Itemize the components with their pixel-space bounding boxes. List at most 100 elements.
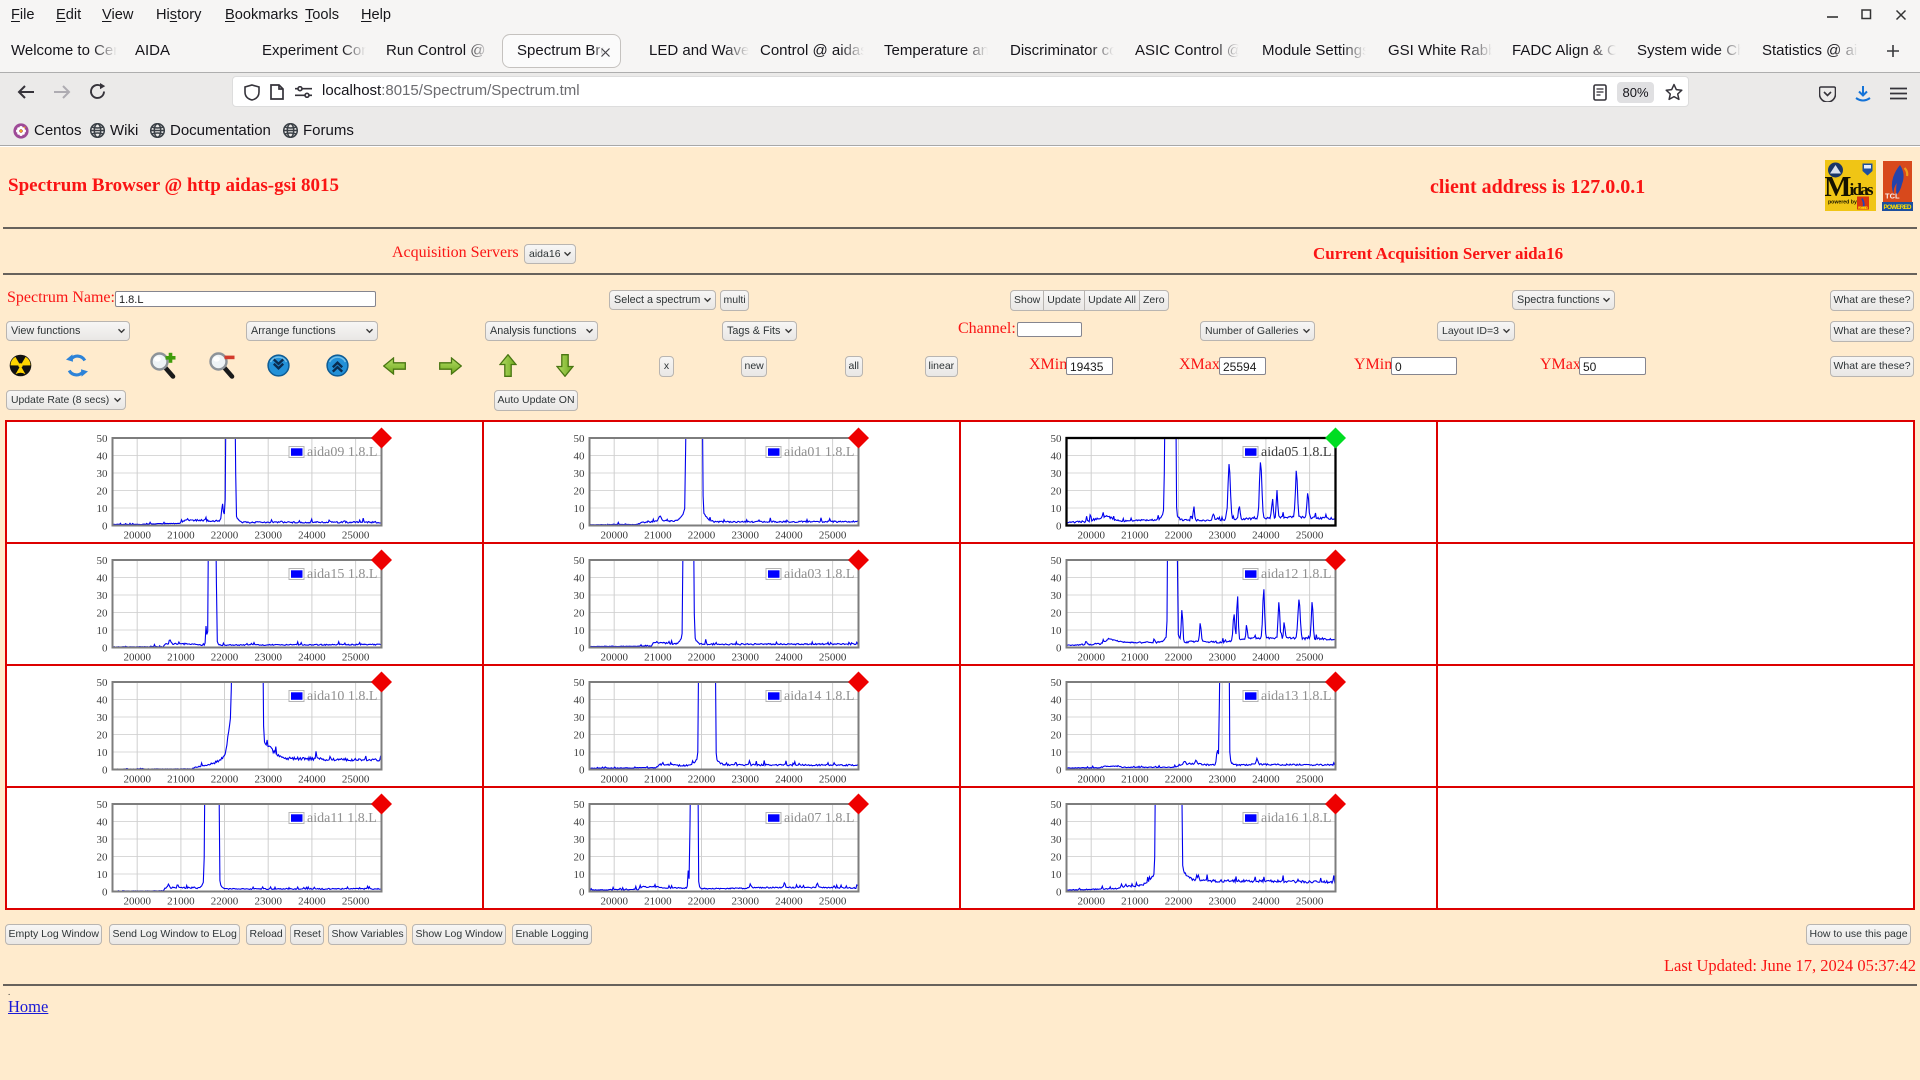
svg-text:aida15 1.8.L: aida15 1.8.L bbox=[307, 567, 377, 582]
svg-text:20000: 20000 bbox=[1077, 652, 1105, 664]
svg-text:23000: 23000 bbox=[731, 530, 759, 542]
svg-text:23000: 23000 bbox=[1208, 530, 1236, 542]
svg-text:25000: 25000 bbox=[819, 530, 847, 542]
svg-text:30: 30 bbox=[1051, 590, 1063, 602]
svg-text:21000: 21000 bbox=[167, 896, 195, 908]
svg-text:50: 50 bbox=[1051, 677, 1063, 689]
svg-text:23000: 23000 bbox=[254, 652, 282, 664]
svg-text:23000: 23000 bbox=[254, 530, 282, 542]
svg-text:aida12 1.8.L: aida12 1.8.L bbox=[1261, 567, 1331, 582]
svg-text:10: 10 bbox=[97, 503, 109, 515]
svg-text:50: 50 bbox=[97, 799, 109, 811]
svg-text:24000: 24000 bbox=[298, 652, 326, 664]
svg-text:20: 20 bbox=[97, 486, 109, 498]
svg-text:20: 20 bbox=[97, 852, 109, 864]
svg-text:25000: 25000 bbox=[342, 652, 370, 664]
svg-text:24000: 24000 bbox=[775, 530, 803, 542]
svg-text:30: 30 bbox=[97, 834, 109, 846]
svg-text:25000: 25000 bbox=[1296, 652, 1324, 664]
svg-text:40: 40 bbox=[97, 817, 109, 829]
svg-text:TCL: TCL bbox=[1885, 192, 1900, 201]
svg-text:24000: 24000 bbox=[1252, 896, 1280, 908]
svg-text:22000: 22000 bbox=[688, 530, 716, 542]
svg-text:aida01 1.8.L: aida01 1.8.L bbox=[784, 445, 854, 460]
svg-text:10: 10 bbox=[97, 869, 109, 881]
svg-text:20: 20 bbox=[1051, 608, 1063, 620]
svg-text:aida10 1.8.L: aida10 1.8.L bbox=[307, 689, 377, 704]
svg-text:30: 30 bbox=[574, 712, 586, 724]
svg-text:25000: 25000 bbox=[1296, 530, 1324, 542]
svg-text:50: 50 bbox=[574, 677, 586, 689]
svg-text:24000: 24000 bbox=[1252, 652, 1280, 664]
svg-text:10: 10 bbox=[1051, 503, 1063, 515]
svg-text:22000: 22000 bbox=[1165, 530, 1193, 542]
svg-text:23000: 23000 bbox=[731, 896, 759, 908]
svg-text:22000: 22000 bbox=[688, 774, 716, 786]
svg-text:20000: 20000 bbox=[600, 896, 628, 908]
svg-text:21000: 21000 bbox=[1121, 774, 1149, 786]
svg-text:20: 20 bbox=[1051, 852, 1063, 864]
svg-text:0: 0 bbox=[1056, 521, 1062, 533]
svg-text:50: 50 bbox=[97, 555, 109, 567]
svg-text:0: 0 bbox=[1056, 765, 1062, 777]
svg-text:21000: 21000 bbox=[644, 530, 672, 542]
svg-text:24000: 24000 bbox=[298, 530, 326, 542]
svg-text:10: 10 bbox=[1051, 625, 1063, 637]
svg-text:0: 0 bbox=[1056, 643, 1062, 655]
svg-text:20000: 20000 bbox=[1077, 774, 1105, 786]
svg-text:50: 50 bbox=[1051, 799, 1063, 811]
svg-text:50: 50 bbox=[1051, 555, 1063, 567]
svg-text:40: 40 bbox=[1051, 817, 1063, 829]
svg-text:20000: 20000 bbox=[1077, 896, 1105, 908]
svg-text:20000: 20000 bbox=[123, 896, 151, 908]
svg-text:25000: 25000 bbox=[819, 774, 847, 786]
svg-text:20000: 20000 bbox=[123, 774, 151, 786]
svg-text:30: 30 bbox=[97, 590, 109, 602]
svg-text:20: 20 bbox=[574, 852, 586, 864]
svg-text:40: 40 bbox=[574, 451, 586, 463]
svg-text:21000: 21000 bbox=[644, 652, 672, 664]
svg-text:POWERED: POWERED bbox=[1884, 204, 1913, 211]
svg-text:M: M bbox=[1825, 171, 1851, 203]
svg-text:24000: 24000 bbox=[775, 774, 803, 786]
svg-text:20000: 20000 bbox=[600, 774, 628, 786]
svg-text:50: 50 bbox=[97, 677, 109, 689]
svg-text:30: 30 bbox=[574, 468, 586, 480]
svg-text:24000: 24000 bbox=[298, 774, 326, 786]
svg-text:20: 20 bbox=[574, 486, 586, 498]
svg-text:30: 30 bbox=[97, 468, 109, 480]
svg-text:0: 0 bbox=[579, 643, 585, 655]
svg-text:30: 30 bbox=[574, 834, 586, 846]
svg-text:10: 10 bbox=[97, 625, 109, 637]
svg-text:20: 20 bbox=[574, 608, 586, 620]
svg-text:0: 0 bbox=[102, 643, 108, 655]
svg-text:21000: 21000 bbox=[167, 530, 195, 542]
svg-text:10: 10 bbox=[574, 869, 586, 881]
svg-text:0: 0 bbox=[102, 521, 108, 533]
svg-text:aida05 1.8.L: aida05 1.8.L bbox=[1261, 445, 1331, 460]
svg-text:20000: 20000 bbox=[123, 530, 151, 542]
svg-text:23000: 23000 bbox=[1208, 652, 1236, 664]
svg-text:24000: 24000 bbox=[1252, 530, 1280, 542]
svg-text:20000: 20000 bbox=[123, 652, 151, 664]
svg-text:20: 20 bbox=[97, 730, 109, 742]
svg-text:24000: 24000 bbox=[775, 896, 803, 908]
svg-text:25000: 25000 bbox=[342, 530, 370, 542]
svg-text:10: 10 bbox=[1051, 869, 1063, 881]
svg-text:23000: 23000 bbox=[254, 896, 282, 908]
svg-text:aida16 1.8.L: aida16 1.8.L bbox=[1261, 811, 1331, 826]
svg-text:21000: 21000 bbox=[1121, 896, 1149, 908]
svg-text:22000: 22000 bbox=[211, 530, 239, 542]
svg-text:20000: 20000 bbox=[600, 652, 628, 664]
svg-text:powered by: powered by bbox=[1828, 200, 1857, 206]
svg-text:21000: 21000 bbox=[1121, 530, 1149, 542]
svg-text:aida14 1.8.L: aida14 1.8.L bbox=[784, 689, 854, 704]
svg-text:0: 0 bbox=[102, 765, 108, 777]
svg-text:40: 40 bbox=[1051, 695, 1063, 707]
svg-text:25000: 25000 bbox=[1296, 896, 1324, 908]
svg-text:21000: 21000 bbox=[1121, 652, 1149, 664]
svg-text:21000: 21000 bbox=[644, 896, 672, 908]
svg-text:23000: 23000 bbox=[1208, 896, 1236, 908]
svg-text:40: 40 bbox=[574, 695, 586, 707]
svg-text:0: 0 bbox=[579, 521, 585, 533]
